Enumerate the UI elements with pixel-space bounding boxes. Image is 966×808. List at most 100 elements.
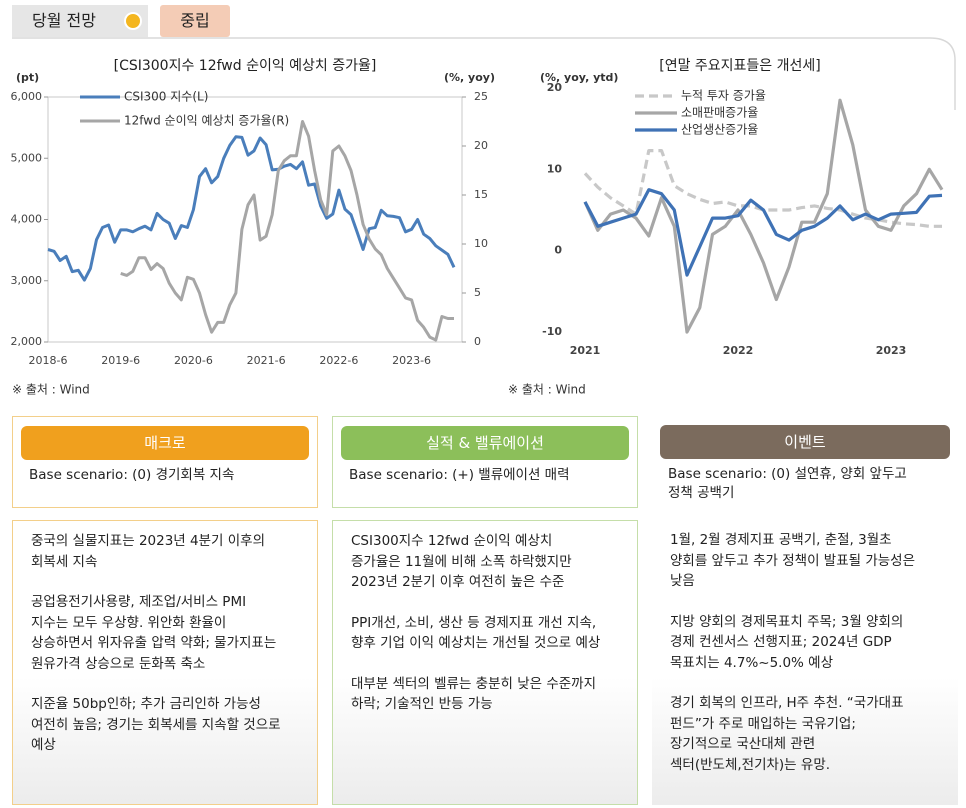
paragraph: 공업용전기사용량, 제조업/서비스 PMI 지수는 모두 우상향. 위안화 환율이… bbox=[31, 592, 299, 674]
x-tick-label: 2021 bbox=[570, 344, 601, 357]
y-axis-label: (%, yoy, ytd) bbox=[540, 71, 618, 84]
text-line: 지준율 50bp인하; 추가 금리인하 가능성 bbox=[31, 696, 261, 712]
y-tick-label: 0 bbox=[554, 244, 562, 257]
y-tick-label: 3,000 bbox=[11, 274, 43, 287]
view-label: 중립 bbox=[180, 11, 210, 30]
series-line bbox=[120, 120, 454, 342]
base-line: 정책 공백기 bbox=[668, 485, 735, 501]
text-line: 펀드”가 주로 매입하는 국유기업; bbox=[670, 715, 856, 732]
panel-title: 이벤트 bbox=[660, 425, 950, 459]
x-tick-label: 2022 bbox=[723, 344, 754, 357]
series-line bbox=[583, 188, 943, 277]
text-line: CSI300지수 12fwd 순이익 예상치 bbox=[351, 533, 553, 549]
text-line: 예상 bbox=[31, 737, 56, 753]
panel-title: 실적 & 밸류에이션 bbox=[341, 426, 629, 460]
y2-tick-label: 10 bbox=[474, 237, 488, 250]
text-line: 중국의 실물지표는 2023년 4분기 이후의 bbox=[31, 533, 265, 549]
base-scenario: Base scenario: (0) 경기회복 지속 bbox=[13, 460, 317, 491]
panel-header-box: 실적 & 밸류에이션 Base scenario: (+) 밸류에이션 매력 bbox=[332, 416, 638, 508]
text-line: 목표치는 4.7%~5.0% 예상 bbox=[670, 654, 834, 671]
series-line bbox=[47, 135, 456, 282]
legend-label: CSI300 지수(L) bbox=[124, 90, 208, 104]
panel-title: 매크로 bbox=[21, 426, 309, 460]
text-line: 낮음 bbox=[670, 573, 695, 589]
y-tick-label: 6,000 bbox=[11, 90, 43, 103]
text-line: 2023년 2분기 이후 여전히 높은 수준 bbox=[351, 574, 565, 590]
chart-title: [연말 주요지표들은 개선세] bbox=[659, 58, 821, 74]
text-line: 장기적으로 국산대체 관련 bbox=[670, 736, 816, 752]
y2-tick-label: 0 bbox=[474, 335, 481, 348]
base-line: Base scenario: (0) 설연휴, 양회 앞두고 bbox=[668, 466, 907, 482]
y-tick-label: -10 bbox=[542, 325, 562, 338]
frame bbox=[12, 37, 956, 110]
y-tick-label: 10 bbox=[547, 162, 563, 175]
y-axis-label: (pt) bbox=[16, 71, 39, 84]
x-tick-label: 2019-6 bbox=[101, 354, 140, 367]
text-line: 섹터(반도체,전기차)는 유망. bbox=[670, 756, 831, 773]
tab: 당월 전망 bbox=[12, 5, 148, 37]
text-line: 대부분 섹터의 벨류는 충분히 낮은 수준까지 bbox=[351, 675, 597, 692]
base-line: Base scenario: (+) 밸류에이션 매력 bbox=[349, 467, 570, 483]
text-line: 증가율은 11월에 비해 소폭 하락했지만 bbox=[351, 553, 572, 570]
text-line: 경제 컨센서스 선행지표; 2024년 GDP bbox=[670, 634, 892, 650]
y2-tick-label: 20 bbox=[474, 139, 488, 152]
legend-label: 누적 투자 증가율 bbox=[681, 89, 766, 103]
x-tick-label: 2022-6 bbox=[319, 354, 358, 367]
legend-label: 산업생산증가율 bbox=[681, 123, 758, 137]
source: ※ 출처 : Wind bbox=[12, 383, 90, 397]
series-line bbox=[583, 98, 944, 334]
tab-label: 당월 전망 bbox=[32, 11, 96, 30]
text-line: 원유가격 상승으로 둔화폭 축소 bbox=[31, 655, 206, 672]
text-line: 지수는 모두 우상향. 위안화 환율이 bbox=[31, 614, 227, 631]
panel-header-box: 이벤트 Base scenario: (0) 설연휴, 양회 앞두고 정책 공백기 bbox=[652, 416, 958, 508]
y-tick-label: 2,000 bbox=[11, 335, 43, 348]
text-line: 지방 양회의 경제목표치 주목; 3월 양회의 bbox=[670, 613, 904, 630]
y-tick-label: 5,000 bbox=[11, 151, 43, 164]
play-icon bbox=[124, 12, 142, 30]
legend-label: 소매판매증가율 bbox=[681, 106, 758, 120]
text-line: 1월, 2월 경제지표 공백기, 춘절, 3월초 bbox=[670, 532, 892, 548]
text-line: 여전히 높음; 경기는 회복세를 지속할 것으로 bbox=[31, 716, 281, 733]
text-line: 양회를 앞두고 추가 정책이 발표될 가능성은 bbox=[670, 552, 916, 569]
y-tick-label: 20 bbox=[547, 81, 563, 94]
charts: ※ 출처 : Wind ※ 출처 : Wind [CSI300지수 12fwd … bbox=[11, 37, 956, 397]
paragraph: PPI개선, 소비, 생산 등 경제지표 개선 지속, 향후 기업 이익 예상치는… bbox=[351, 613, 619, 654]
text-line: 경기 회복의 인프라, H주 추천. “국가대표 bbox=[670, 695, 904, 711]
x-tick-label: 2021-6 bbox=[247, 354, 286, 367]
base-line: Base scenario: (0) 경기회복 지속 bbox=[29, 467, 235, 483]
text-line: PPI개선, 소비, 생산 등 경제지표 개선 지속, bbox=[351, 614, 597, 631]
y-tick-label: 4,000 bbox=[11, 213, 43, 226]
chart-title: [CSI300지수 12fwd 순이익 예상치 증가율] bbox=[114, 58, 377, 74]
x-tick-label: 2020-6 bbox=[174, 354, 213, 367]
x-tick-label: 2018-6 bbox=[29, 354, 68, 367]
base-scenario: Base scenario: (+) 밸류에이션 매력 bbox=[333, 460, 637, 491]
text-line: 회복세 지속 bbox=[31, 553, 98, 570]
y2-axis-label: (%, yoy) bbox=[444, 71, 495, 84]
series-line bbox=[583, 149, 942, 228]
y2-tick-label: 25 bbox=[474, 90, 488, 103]
x-tick-label: 2023-6 bbox=[392, 354, 431, 367]
x-tick-label: 2023 bbox=[876, 344, 907, 357]
text-line: 상승하면서 위자유출 압력 약화; 물가지표는 bbox=[31, 635, 277, 651]
y2-tick-label: 15 bbox=[474, 188, 488, 201]
legend-label: 12fwd 순이익 예상치 증가율(R) bbox=[124, 114, 289, 128]
text-line: 향후 기업 이익 예상치는 개선될 것으로 예상 bbox=[351, 635, 601, 651]
text-line: 공업용전기사용량, 제조업/서비스 PMI bbox=[31, 594, 247, 610]
y2-tick-label: 5 bbox=[474, 286, 481, 299]
panel-header-box: 매크로 Base scenario: (0) 경기회복 지속 bbox=[12, 416, 318, 508]
text-line: 하락; 기술적인 반등 가능 bbox=[351, 696, 493, 712]
source: ※ 출처 : Wind bbox=[508, 383, 586, 397]
view-badge: 중립 bbox=[160, 5, 230, 37]
